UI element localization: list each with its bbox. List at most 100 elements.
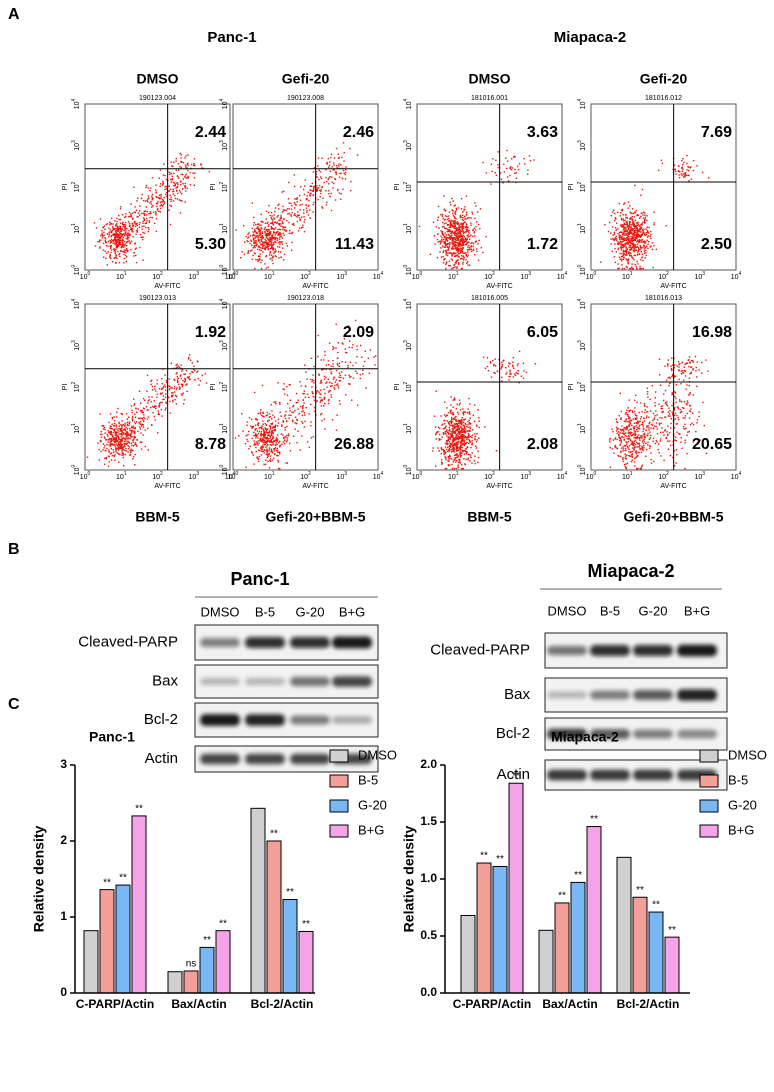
scatter-dot: [288, 181, 290, 184]
scatter-dot: [638, 236, 640, 238]
scatter-dot: [640, 467, 642, 470]
scatter-dot: [345, 169, 347, 171]
scatter-dot: [484, 367, 487, 369]
scatter-dot: [457, 435, 459, 437]
scatter-dot: [660, 159, 663, 161]
scatter-dot: [614, 438, 616, 440]
scatter-dot: [148, 228, 150, 230]
scatter-dot: [193, 163, 195, 165]
scatter-dot: [458, 425, 460, 427]
scatter-dot: [467, 261, 469, 263]
scatter-dot: [449, 223, 452, 225]
scatter-dot: [277, 450, 279, 452]
scatter-dot: [523, 370, 525, 372]
scatter-dot: [673, 407, 676, 409]
scatter-dot: [678, 176, 681, 179]
scatter-dot: [635, 246, 637, 248]
scatter-dot: [276, 438, 279, 441]
scatter-dot: [639, 225, 641, 227]
scatter-dot: [332, 348, 334, 351]
scatter-dot: [117, 230, 120, 232]
scatter-dot: [336, 357, 339, 359]
scatter-dot: [454, 255, 456, 257]
scatter-dot: [117, 431, 119, 434]
scatter-dot: [246, 421, 249, 423]
scatter-dot: [146, 418, 149, 420]
scatter-dot: [636, 417, 638, 419]
scatter-dot: [510, 373, 512, 375]
scatter-dot: [293, 202, 296, 204]
scatter-dot: [86, 456, 89, 458]
scatter-dot: [170, 178, 172, 181]
scatter-dot: [652, 428, 655, 430]
scatter-dot: [464, 435, 466, 438]
scatter-dot: [299, 218, 301, 221]
scatter-dot: [250, 425, 252, 427]
scatter-dot: [444, 241, 446, 244]
scatter-dot: [253, 440, 255, 442]
scatter-dot: [322, 197, 324, 199]
scatter-dot: [445, 250, 447, 252]
scatter-dot: [622, 226, 625, 228]
scatter-dot: [160, 408, 163, 411]
scatter-dot: [468, 245, 470, 247]
scatter-dot: [705, 452, 708, 455]
scatter-dot: [637, 250, 639, 252]
scatter-dot: [620, 243, 622, 246]
scatter-dot: [168, 385, 171, 387]
scatter-dot: [461, 442, 463, 444]
scatter-dot: [110, 438, 112, 440]
scatter-dot: [268, 241, 271, 243]
scatter-dot: [459, 242, 461, 244]
scatter-dot: [266, 451, 269, 453]
scatter-dot: [634, 417, 637, 419]
scatter-dot: [461, 439, 463, 442]
scatter-dot: [182, 384, 184, 386]
scatter-dot: [457, 248, 459, 250]
scatter-dot: [271, 219, 274, 221]
scatter-dot: [451, 445, 454, 448]
scatter-dot: [274, 448, 276, 450]
scatter-dot: [611, 448, 613, 450]
scatter-dot: [444, 401, 446, 403]
scatter-dot: [260, 433, 262, 435]
scatter-dot: [669, 415, 671, 417]
scatter-dot: [254, 253, 256, 255]
scatter-dot: [124, 428, 126, 430]
scatter-dot: [447, 464, 449, 466]
scatter-dot: [522, 377, 525, 379]
scatter-dot: [454, 212, 456, 214]
scatter-dot: [635, 237, 637, 239]
scatter-dot: [638, 229, 640, 231]
scatter-dot: [626, 454, 628, 456]
scatter-dot: [456, 429, 458, 431]
scatter-dot: [447, 432, 450, 434]
scatter-dot: [660, 384, 662, 386]
scatter-dot: [103, 256, 105, 258]
scatter-dot: [327, 360, 330, 362]
scatter-dot: [279, 451, 281, 453]
scatter-dot: [689, 361, 691, 363]
scatter-dot: [632, 434, 634, 436]
scatter-dot: [268, 229, 271, 231]
scatter-dot: [327, 378, 329, 380]
scatter-dot: [109, 433, 111, 435]
scatter-dot: [274, 234, 276, 236]
scatter-dot: [624, 244, 627, 246]
scatter-dot: [359, 374, 362, 376]
scatter-dot: [255, 245, 258, 247]
scatter-dot: [258, 239, 261, 241]
scatter-dot: [461, 435, 463, 438]
scatter-dot: [170, 181, 172, 183]
scatter-dot: [620, 418, 622, 420]
scatter-dot: [273, 242, 275, 244]
scatter-dot: [114, 459, 116, 461]
scatter-dot: [448, 237, 450, 239]
scatter-dot: [114, 250, 116, 253]
scatter-dot: [654, 415, 656, 417]
scatter-dot: [692, 423, 695, 426]
scatter-dot: [299, 219, 301, 222]
scatter-dot: [115, 229, 118, 232]
scatter-dot: [628, 239, 631, 241]
scatter-dot: [264, 222, 267, 224]
